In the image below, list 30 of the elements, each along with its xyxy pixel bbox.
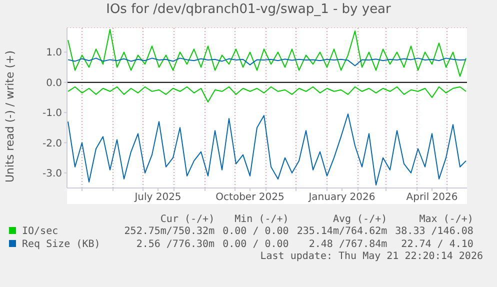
line-series <box>68 29 466 77</box>
y-tick-label: -2.0 <box>42 138 62 150</box>
legend-label: Req Size (KB) <box>21 238 102 251</box>
text: Min (-/+) <box>234 214 290 225</box>
line-series <box>68 58 466 66</box>
text: 235.14m/764.62m <box>296 225 388 238</box>
text: 252.75m/750.32m <box>123 225 216 238</box>
x-tick-label: October 2025 <box>216 192 284 204</box>
text: Last update: Thu May 21 22:20:14 2026 <box>259 251 483 262</box>
x-tick-label: January 2026 <box>308 192 376 204</box>
y-tick-label: -3.0 <box>42 168 62 180</box>
chart-title: IOs for /dev/qbranch01-vg/swap_1 - by year <box>105 2 392 17</box>
text: 0.00 / 0.00 <box>222 238 290 251</box>
text: 0.00 / 0.00 <box>222 225 290 238</box>
y-tick-label: -1.0 <box>42 108 62 120</box>
text: Avg (-/+) <box>332 214 388 225</box>
text: 2.48 /767.84m <box>308 238 388 251</box>
y-tick-label: 1.0 <box>46 48 62 59</box>
text: 2.56 /776.30m <box>135 238 216 251</box>
x-tick-label: July 2025 <box>134 192 182 204</box>
y-axis-title: Units read (-) / write (+) <box>4 50 16 182</box>
text: Cur (-/+) <box>159 214 216 225</box>
y-tick-label: 0.0 <box>46 78 62 89</box>
line-series <box>68 86 466 102</box>
text: 22.74 / 4.10 <box>400 238 474 251</box>
line-series <box>68 114 466 186</box>
legend-label: IO/sec <box>21 225 60 238</box>
x-tick-label: April 2026 <box>406 192 458 204</box>
text: 38.33 /146.08 <box>394 225 474 238</box>
text: Max (-/+) <box>418 214 474 225</box>
